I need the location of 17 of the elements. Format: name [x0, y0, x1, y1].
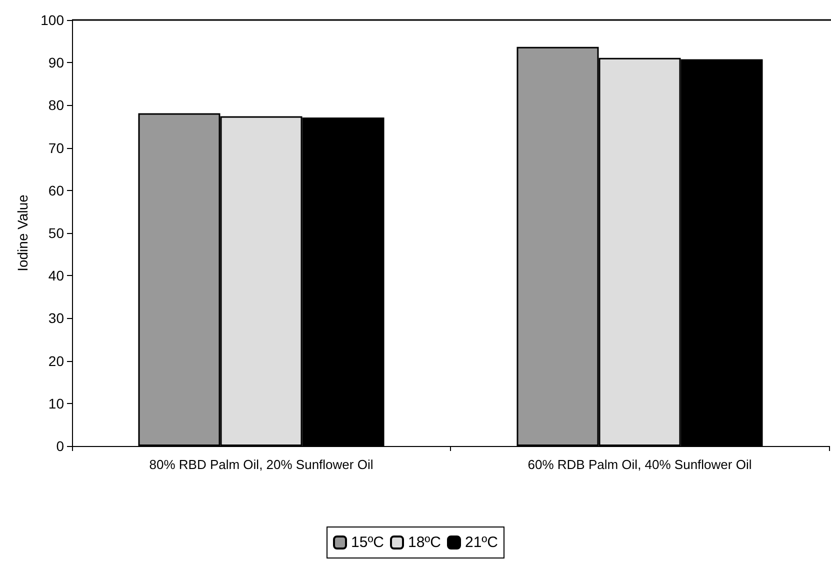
x-tick-label: 80% RBD Palm Oil, 20% Sunflower Oil — [149, 457, 374, 472]
y-tick-label: 10 — [48, 395, 64, 412]
y-tick-label: 60 — [48, 182, 64, 198]
y-tick-label: 80 — [48, 97, 64, 114]
y-tick-label: 90 — [48, 54, 64, 71]
y-axis-title: Iodine Value — [14, 194, 31, 272]
y-tick-label: 40 — [48, 268, 64, 284]
legend-label: 21ºC — [465, 534, 498, 551]
legend-label: 18ºC — [408, 534, 442, 551]
y-tick-label: 0 — [56, 438, 64, 454]
y-tick-label: 70 — [48, 140, 64, 156]
y-tick-label: 50 — [48, 225, 64, 241]
y-tick-label: 100 — [40, 12, 64, 28]
x-tick-label: 60% RDB Palm Oil, 40% Sunflower Oil — [528, 457, 752, 472]
legend-label: 15ºC — [351, 534, 384, 551]
y-tick-label: 20 — [48, 352, 64, 369]
y-tick-label: 30 — [48, 310, 64, 326]
